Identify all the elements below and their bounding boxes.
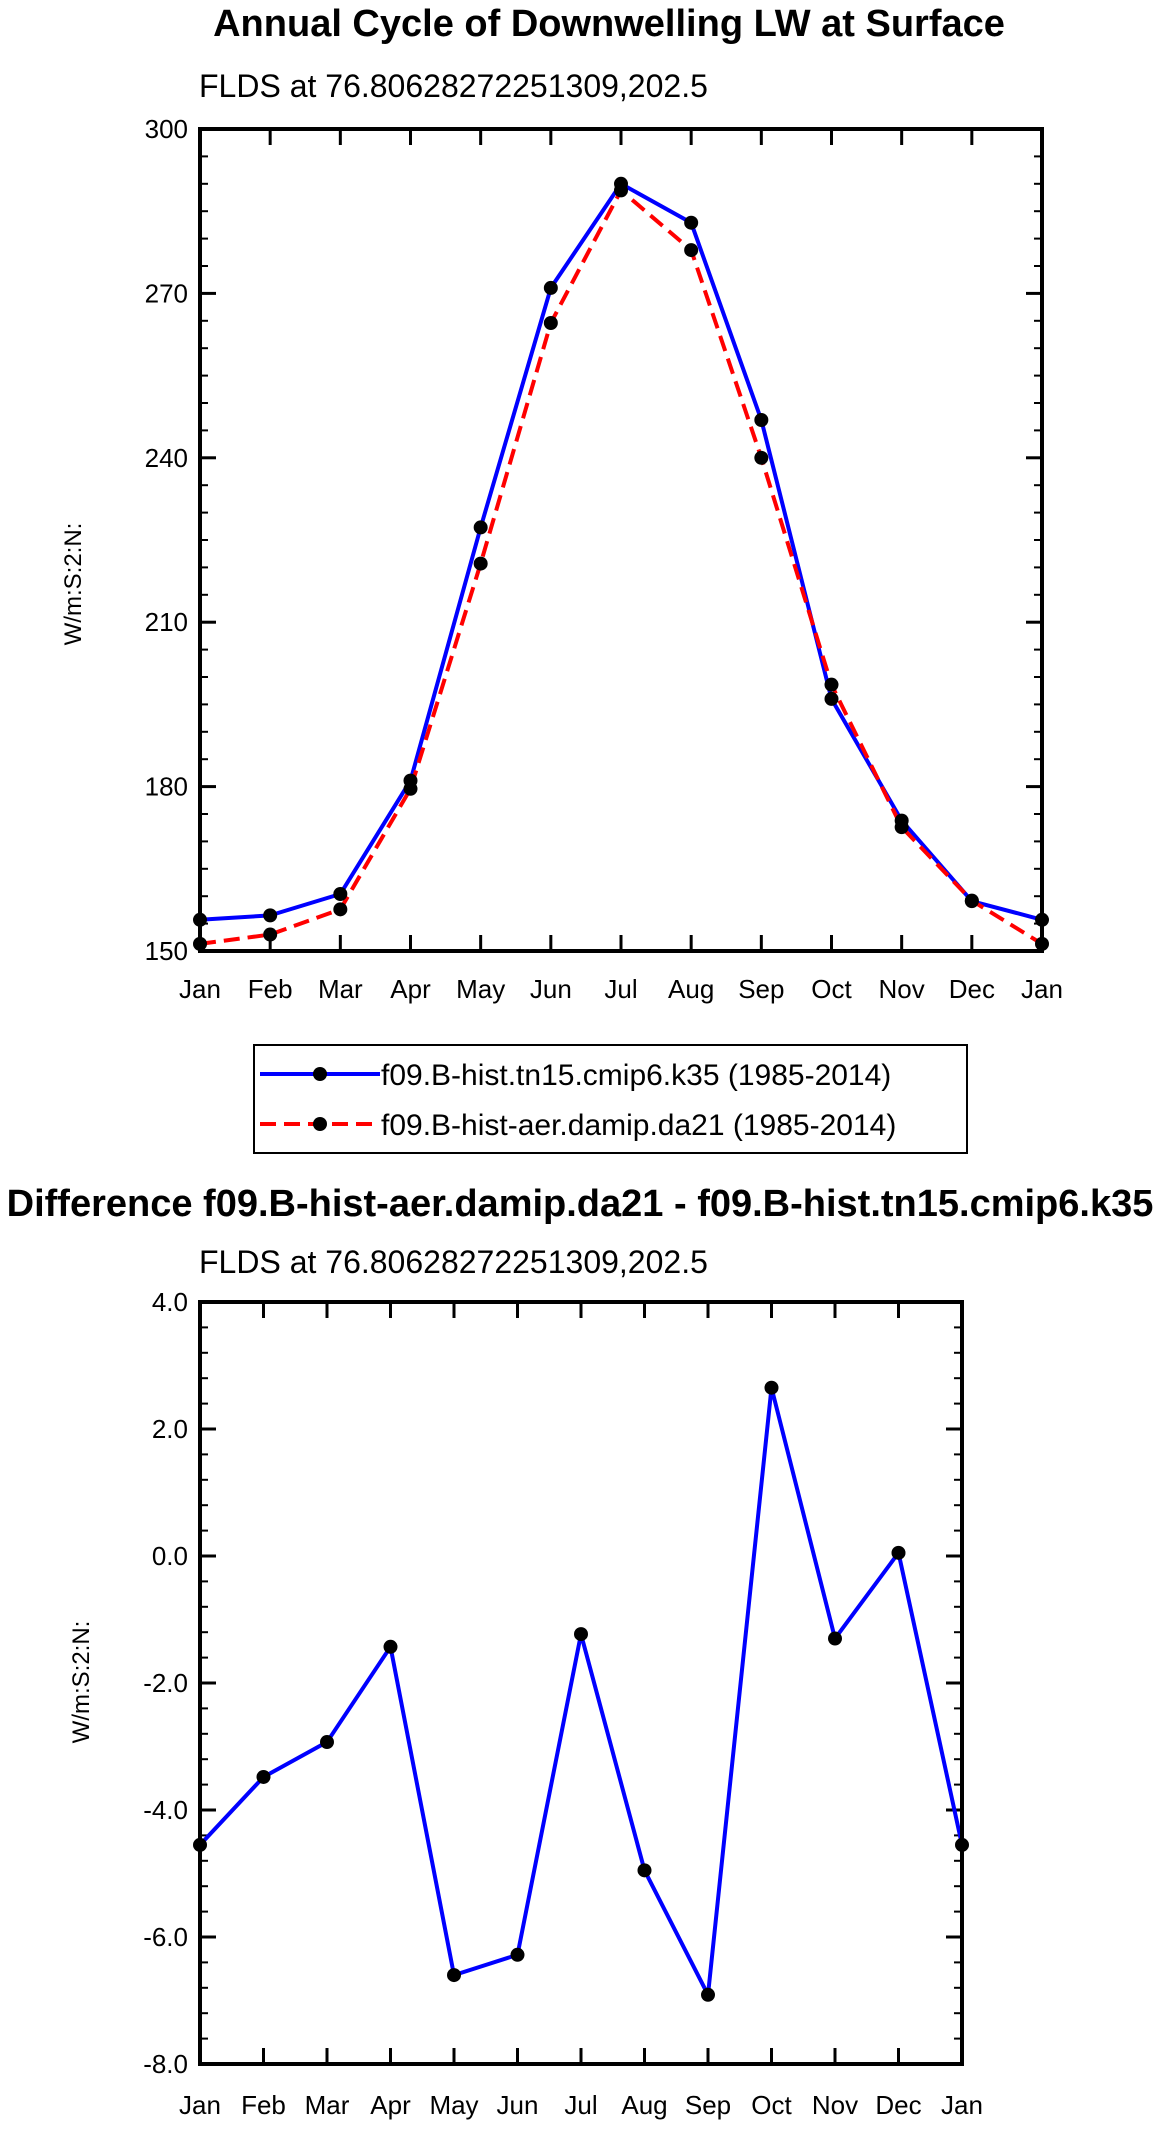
- series-1-point: [543, 280, 558, 295]
- chart1-y-tick-labels: 150 180 210 240 270 300: [145, 114, 188, 966]
- y-tick-label: 150: [145, 936, 188, 966]
- x-tick-label: Jul: [604, 974, 637, 1004]
- series-2-point: [824, 677, 839, 692]
- y-tick-label: 0.0: [152, 1541, 188, 1571]
- series-1-point: [828, 1631, 842, 1646]
- y-tick-label: -4.0: [143, 1795, 188, 1825]
- x-tick-label: Oct: [811, 974, 852, 1004]
- y-tick-label: 240: [145, 443, 188, 473]
- series-1-point: [473, 520, 488, 535]
- legend-marker-series-2: [313, 1117, 327, 1131]
- x-tick-label: Dec: [949, 974, 995, 1004]
- chart1-legend: f09.B-hist.tn15.cmip6.k35 (1985-2014) f0…: [253, 1044, 968, 1154]
- y-tick-label: 300: [145, 114, 188, 144]
- chart1-x-tick-labels: Jan Feb Mar Apr May Jun Jul Aug Sep Oct Nov Dec Jan: [179, 974, 1063, 1004]
- chart1-ylabel: W/m:S:2:N:: [60, 523, 87, 646]
- x-tick-label: Mar: [305, 2090, 350, 2120]
- y-tick-label: -2.0: [143, 1668, 188, 1698]
- panel-difference: Difference f09.B-hist-aer.damip.da21 - f…: [7, 1183, 1154, 2120]
- chart1-title: Annual Cycle of Downwelling LW at Surfac…: [213, 3, 1005, 45]
- x-tick-label: May: [429, 2090, 478, 2120]
- series-2-point: [964, 893, 979, 908]
- series-2-point: [263, 927, 278, 942]
- x-tick-label: Nov: [812, 2090, 858, 2120]
- x-tick-label: Apr: [390, 974, 431, 1004]
- y-tick-label: 270: [145, 278, 188, 308]
- x-tick-label: Apr: [370, 2090, 411, 2120]
- x-tick-label: May: [456, 974, 505, 1004]
- series-1-point: [684, 215, 699, 230]
- x-tick-label: Jun: [530, 974, 572, 1004]
- series-2-point: [614, 183, 628, 198]
- x-tick-label: Dec: [875, 2090, 921, 2120]
- series-2-point: [543, 315, 558, 330]
- x-tick-label: Jan: [1021, 974, 1063, 1004]
- series-2-point: [894, 820, 909, 835]
- y-tick-label: 2.0: [152, 1414, 188, 1444]
- x-tick-label: Jan: [941, 2090, 983, 2120]
- series-1-point: [764, 1380, 779, 1395]
- chart2-subtitle: FLDS at 76.80628272251309,202.5: [199, 1244, 708, 1280]
- series-1-point: [574, 1627, 588, 1642]
- legend-box: [253, 1044, 968, 1154]
- chart1-series: [193, 176, 1049, 951]
- chart2-series: [193, 1380, 969, 2002]
- x-tick-label: Sep: [685, 2090, 731, 2120]
- y-tick-label: 210: [145, 607, 188, 637]
- chart1-plot-frame: [198, 127, 1044, 953]
- chart1-subtitle: FLDS at 76.80628272251309,202.5: [199, 68, 708, 104]
- series-1-point: [320, 1735, 334, 1750]
- series-1-point: [510, 1947, 525, 1962]
- series-2-point: [403, 781, 418, 796]
- series-1-point: [333, 887, 348, 902]
- x-tick-label: Nov: [879, 974, 925, 1004]
- series-1-point: [263, 908, 278, 923]
- chart2-ylabel: W/m:S:2:N:: [68, 1621, 95, 1744]
- panel-annual-cycle: Annual Cycle of Downwelling LW at Surfac…: [60, 3, 1063, 1154]
- series-2-point: [684, 243, 699, 258]
- chart2-minor-ticks: [200, 1326, 962, 2040]
- x-tick-label: Jan: [179, 974, 221, 1004]
- series-1-point: [447, 1968, 461, 1983]
- y-tick-label: -8.0: [143, 2049, 188, 2079]
- chart2-y-tick-labels: -8.0 -6.0 -4.0 -2.0 0.0 2.0 4.0: [143, 1287, 188, 2079]
- x-tick-label: Mar: [318, 974, 363, 1004]
- y-tick-label: -6.0: [143, 1922, 188, 1952]
- series-2-point: [473, 556, 488, 571]
- y-tick-label: 180: [145, 772, 188, 802]
- series-line-1: [199, 181, 1043, 922]
- x-tick-label: Feb: [241, 2090, 286, 2120]
- x-tick-label: Jan: [179, 2090, 221, 2120]
- x-tick-label: Aug: [668, 974, 714, 1004]
- series-1-point: [891, 1545, 906, 1560]
- series-2-point: [333, 902, 348, 917]
- chart2-x-tick-labels: Jan Feb Mar Apr May Jun Jul Aug Sep Oct Nov Dec Jan: [179, 2090, 983, 2120]
- chart1-major-ticks: [198, 127, 1044, 953]
- legend-label-series-2: f09.B-hist-aer.damip.da21 (1985-2014): [381, 1109, 896, 1142]
- series-1-point: [383, 1639, 398, 1654]
- x-tick-label: Jun: [497, 2090, 539, 2120]
- series-line-1: [198, 1385, 964, 1997]
- series-1-point: [754, 412, 769, 427]
- series-1-point: [256, 1769, 271, 1784]
- legend-marker-series-1: [313, 1067, 327, 1081]
- series-1-point: [824, 691, 839, 706]
- legend-label-series-1: f09.B-hist.tn15.cmip6.k35 (1985-2014): [381, 1059, 891, 1092]
- chart2-major-ticks: [198, 1300, 964, 2066]
- x-tick-label: Feb: [248, 974, 293, 1004]
- x-tick-label: Sep: [738, 974, 784, 1004]
- x-tick-label: Oct: [751, 2090, 792, 2120]
- x-tick-label: Aug: [621, 2090, 667, 2120]
- x-tick-label: Jul: [564, 2090, 597, 2120]
- chart2-plot-frame: [198, 1300, 964, 2066]
- y-tick-label: 4.0: [152, 1287, 188, 1317]
- chart2-title: Difference f09.B-hist-aer.damip.da21 - f…: [7, 1183, 1154, 1225]
- series-line-2: [199, 188, 1044, 946]
- series-2-point: [754, 450, 769, 465]
- series-1-point: [637, 1863, 652, 1878]
- chart1-minor-ticks: [200, 155, 1042, 925]
- series-1-point: [701, 1987, 715, 2002]
